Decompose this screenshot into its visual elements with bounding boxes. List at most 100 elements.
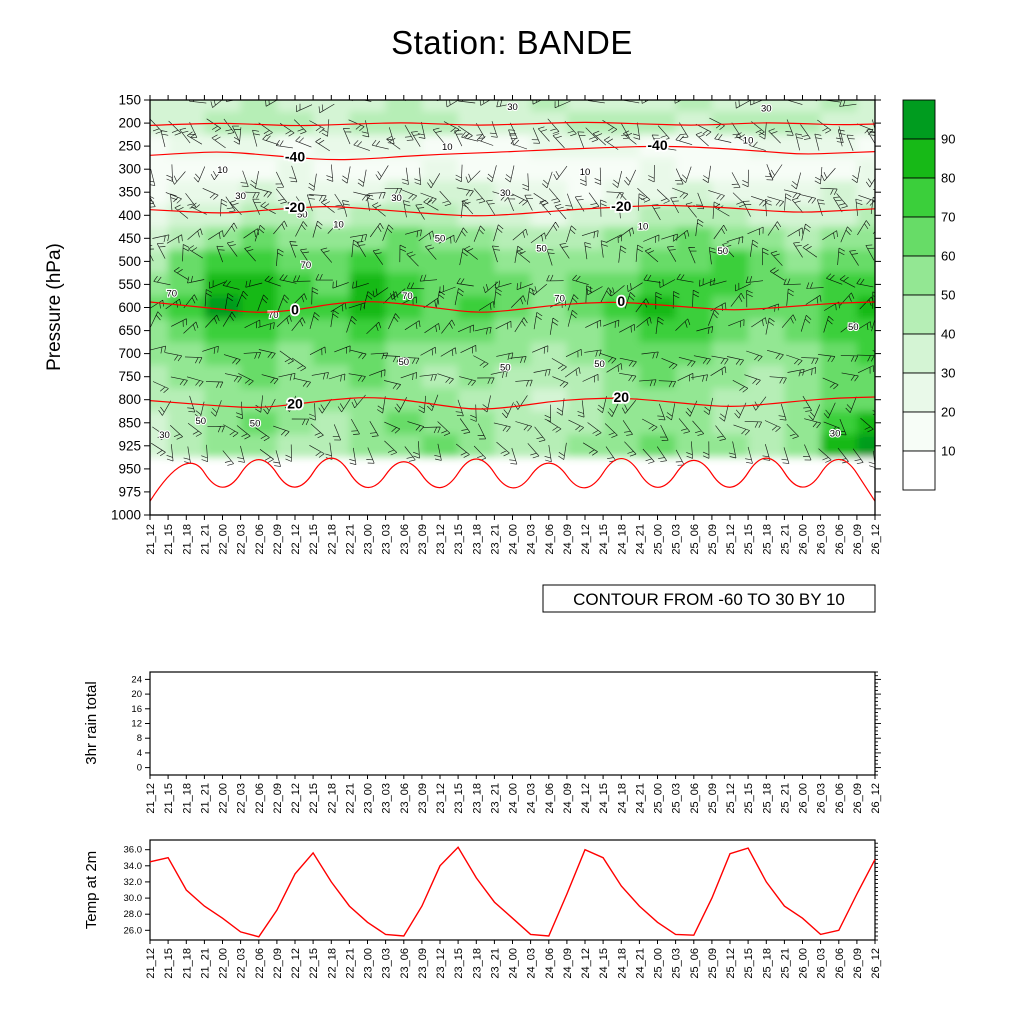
svg-text:24_03: 24_03 [526, 948, 538, 979]
svg-text:70: 70 [554, 293, 565, 304]
contour-caption-box: CONTOUR FROM -60 TO 30 BY 10 [542, 584, 876, 613]
svg-text:23_03: 23_03 [381, 524, 393, 555]
svg-text:25_00: 25_00 [653, 948, 665, 979]
svg-text:-40: -40 [285, 149, 305, 165]
svg-text:10: 10 [941, 444, 955, 459]
svg-text:26_06: 26_06 [834, 783, 846, 814]
svg-text:26_06: 26_06 [834, 948, 846, 979]
svg-text:22_00: 22_00 [218, 948, 230, 979]
svg-text:50: 50 [250, 418, 261, 429]
svg-text:21_21: 21_21 [199, 948, 211, 979]
svg-text:21_18: 21_18 [181, 783, 193, 814]
svg-text:0: 0 [291, 301, 299, 317]
svg-text:20: 20 [131, 689, 142, 700]
svg-text:22_15: 22_15 [308, 783, 320, 814]
svg-text:23_21: 23_21 [489, 783, 501, 814]
svg-text:24_06: 24_06 [544, 524, 556, 555]
svg-text:4: 4 [137, 748, 142, 759]
svg-text:750: 750 [118, 369, 141, 384]
svg-text:25_21: 25_21 [779, 783, 791, 814]
svg-text:22_15: 22_15 [308, 948, 320, 979]
svg-text:25_12: 25_12 [725, 524, 737, 555]
svg-text:21_15: 21_15 [163, 948, 175, 979]
svg-text:22_15: 22_15 [308, 524, 320, 555]
svg-text:24_12: 24_12 [580, 948, 592, 979]
svg-text:50: 50 [718, 246, 729, 257]
svg-text:25_03: 25_03 [671, 783, 683, 814]
svg-text:20: 20 [287, 395, 303, 411]
svg-text:22_18: 22_18 [326, 948, 338, 979]
svg-text:25_09: 25_09 [707, 948, 719, 979]
svg-text:21_18: 21_18 [181, 524, 193, 555]
svg-text:24_06: 24_06 [544, 948, 556, 979]
svg-text:60: 60 [941, 249, 955, 264]
svg-text:25_09: 25_09 [707, 524, 719, 555]
svg-text:24_03: 24_03 [526, 783, 538, 814]
svg-text:30: 30 [235, 191, 246, 202]
svg-text:50: 50 [297, 209, 308, 220]
svg-text:25_21: 25_21 [779, 948, 791, 979]
svg-text:25_15: 25_15 [743, 948, 755, 979]
svg-text:-40: -40 [647, 137, 667, 153]
svg-text:23_12: 23_12 [435, 948, 447, 979]
svg-text:400: 400 [118, 208, 141, 223]
svg-text:25_18: 25_18 [761, 948, 773, 979]
svg-text:30: 30 [159, 430, 170, 441]
svg-text:22_03: 22_03 [236, 524, 248, 555]
svg-text:24_00: 24_00 [508, 948, 520, 979]
svg-text:10: 10 [217, 165, 228, 176]
svg-text:26_03: 26_03 [816, 948, 828, 979]
svg-text:70: 70 [402, 291, 413, 302]
svg-text:22_09: 22_09 [272, 524, 284, 555]
page-title: Station: BANDE [391, 24, 633, 61]
svg-text:24_12: 24_12 [580, 524, 592, 555]
svg-text:22_18: 22_18 [326, 524, 338, 555]
svg-text:90: 90 [941, 132, 955, 147]
svg-text:50: 50 [536, 244, 547, 255]
svg-text:26_09: 26_09 [852, 783, 864, 814]
wind-barbs [150, 100, 875, 468]
svg-text:10: 10 [333, 220, 344, 231]
svg-text:50: 50 [594, 359, 605, 370]
svg-text:850: 850 [118, 415, 141, 430]
svg-text:70: 70 [941, 210, 955, 225]
temperature-contour-labels: -40 -40 -20 -20 0 0 20 20 [283, 135, 669, 413]
svg-text:50: 50 [500, 362, 511, 373]
svg-text:28.0: 28.0 [124, 909, 143, 920]
svg-text:25_03: 25_03 [671, 524, 683, 555]
svg-text:25_15: 25_15 [743, 524, 755, 555]
svg-text:16: 16 [131, 704, 142, 715]
svg-text:-20: -20 [611, 198, 631, 214]
svg-text:22_06: 22_06 [254, 948, 266, 979]
svg-text:26_03: 26_03 [816, 524, 828, 555]
rain-panel: 0 4 8 12 16 20 24 21_12 21_15 21_18 21_21 22_00 22_0… [131, 671, 882, 814]
svg-text:250: 250 [118, 139, 141, 154]
svg-text:23_21: 23_21 [489, 524, 501, 555]
svg-text:23_00: 23_00 [363, 524, 375, 555]
temp-panel: 26.0 28.0 30.0 32.0 34.0 36.0 21_12 21_15 21_18 2… [124, 839, 882, 979]
svg-text:21_21: 21_21 [199, 783, 211, 814]
svg-text:21_15: 21_15 [163, 783, 175, 814]
svg-text:600: 600 [118, 300, 141, 315]
svg-text:25_09: 25_09 [707, 783, 719, 814]
svg-text:20: 20 [614, 389, 630, 405]
svg-text:24_15: 24_15 [598, 948, 610, 979]
svg-text:925: 925 [118, 438, 141, 453]
svg-text:23_09: 23_09 [417, 524, 429, 555]
svg-text:23_15: 23_15 [453, 524, 465, 555]
svg-text:50: 50 [435, 233, 446, 244]
svg-text:23_00: 23_00 [363, 948, 375, 979]
humidity-fill-field [150, 100, 875, 515]
svg-text:150: 150 [118, 93, 141, 108]
svg-text:10: 10 [442, 142, 453, 153]
svg-text:10: 10 [580, 167, 591, 178]
svg-text:23_15: 23_15 [453, 948, 465, 979]
svg-text:0: 0 [137, 763, 142, 774]
svg-text:22_03: 22_03 [236, 948, 248, 979]
svg-text:950: 950 [118, 461, 141, 476]
svg-text:24_00: 24_00 [508, 524, 520, 555]
svg-text:-20: -20 [285, 199, 305, 215]
svg-text:22_21: 22_21 [344, 783, 356, 814]
svg-text:26_12: 26_12 [870, 524, 882, 555]
